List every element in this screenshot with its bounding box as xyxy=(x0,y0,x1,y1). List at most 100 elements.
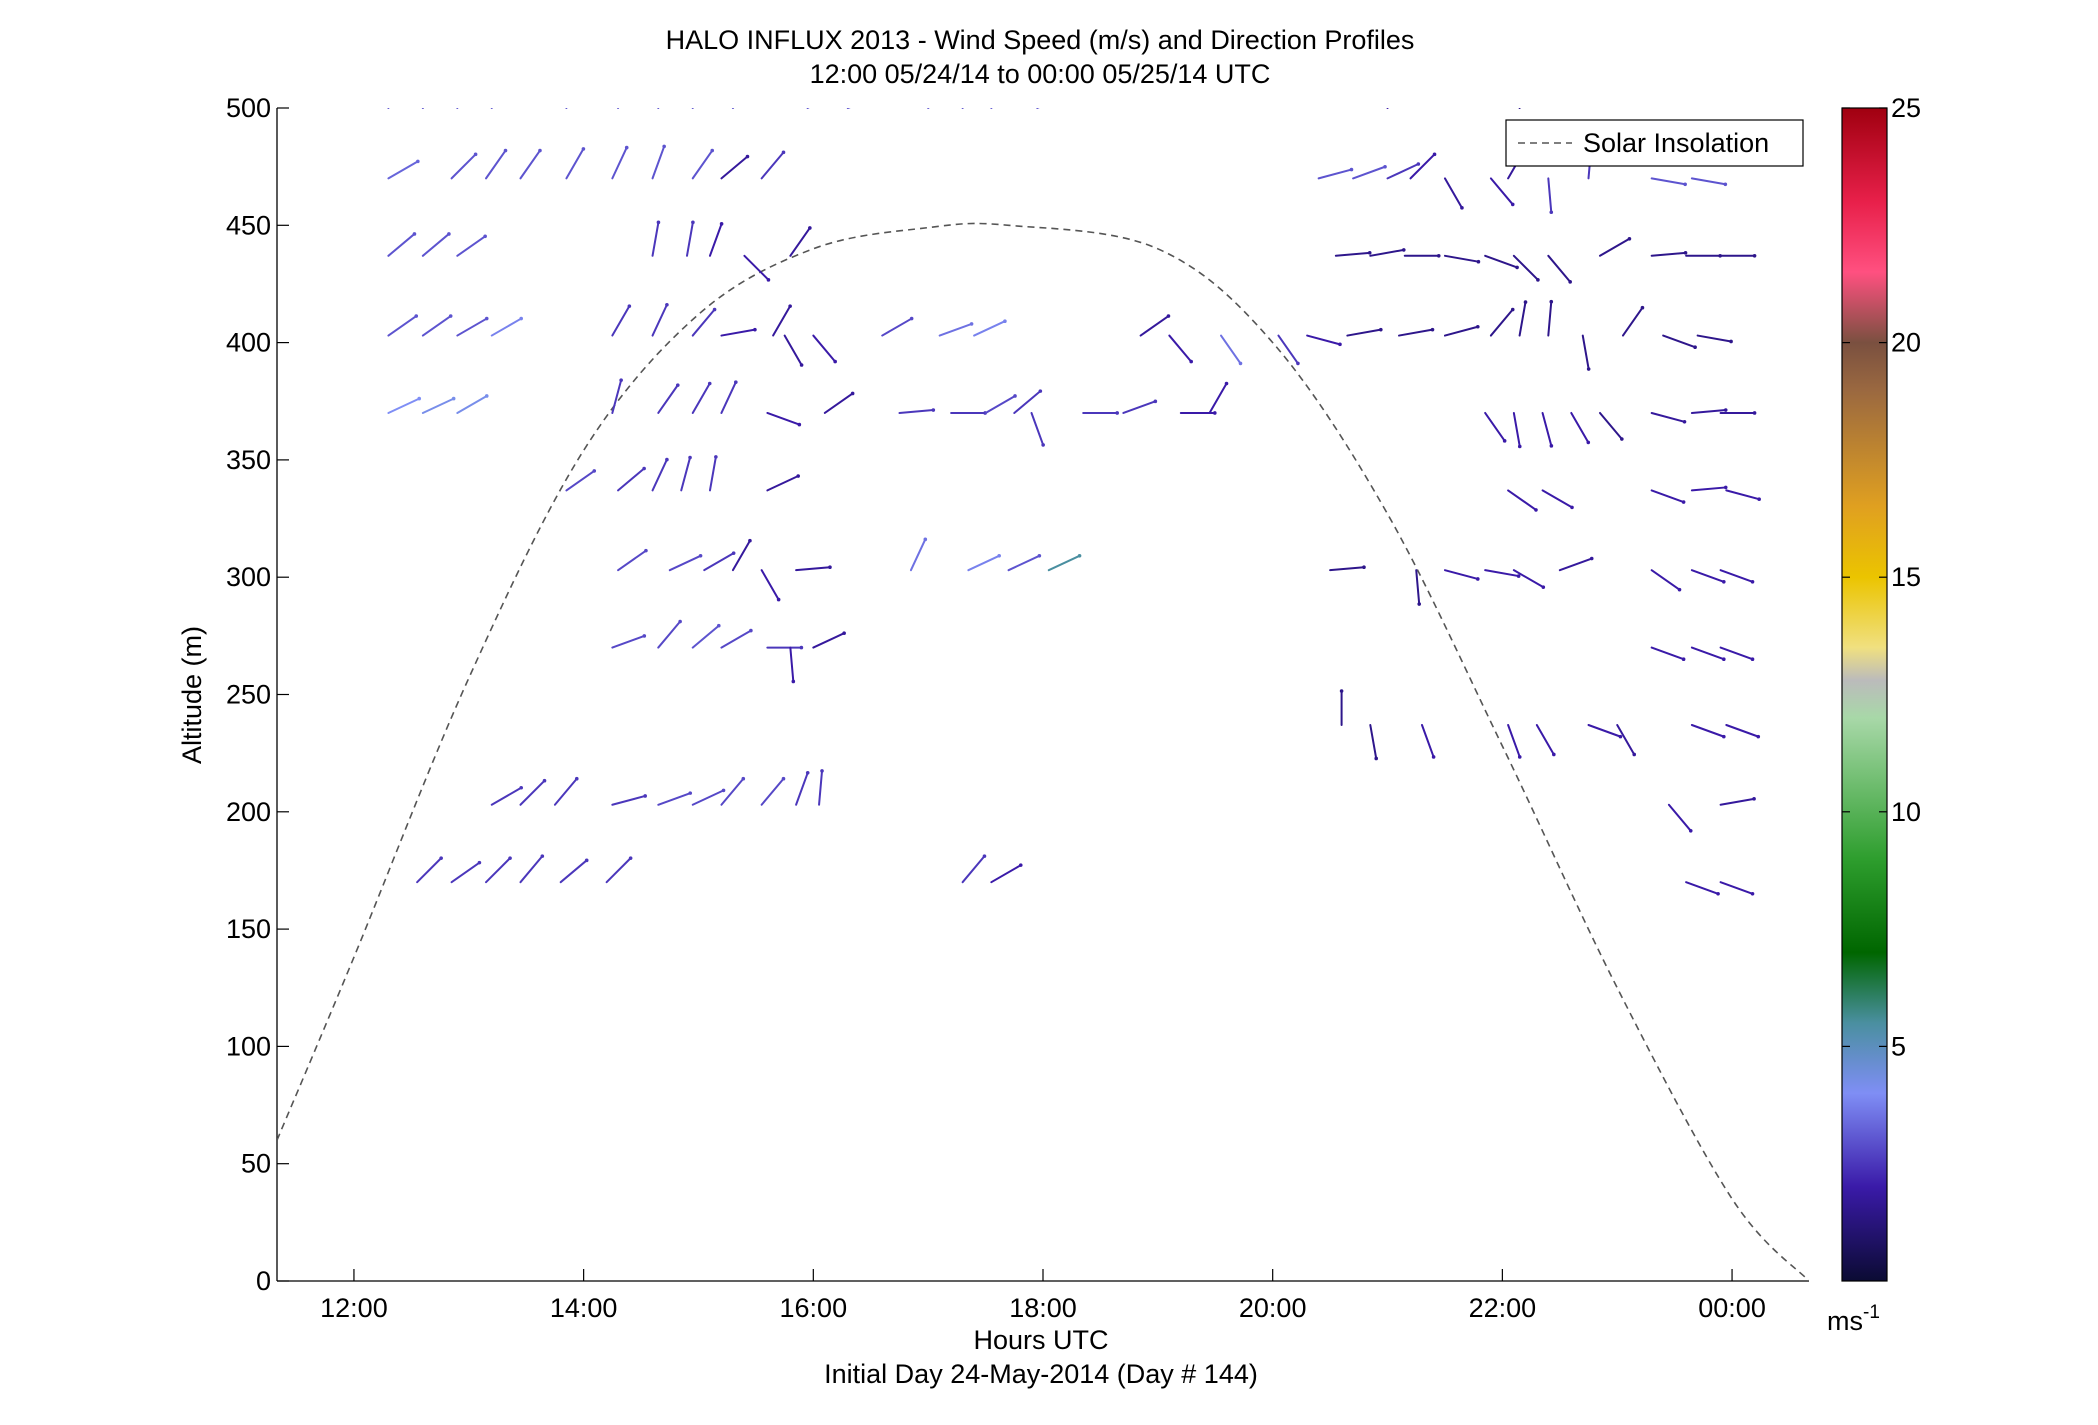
wind-vector-head xyxy=(1523,300,1528,304)
wind-vector-head xyxy=(707,381,712,386)
wind-vector-shaft xyxy=(708,455,717,492)
wind-vector xyxy=(387,108,390,109)
x-tick-label: 16:00 xyxy=(780,1293,848,1323)
wind-vector-shaft xyxy=(1616,723,1636,756)
wind-vector xyxy=(611,378,623,414)
wind-vector-shaft xyxy=(1443,254,1480,263)
wind-vector-head xyxy=(712,307,717,312)
wind-vector-shaft xyxy=(720,381,737,414)
wind-vector-shaft xyxy=(806,108,810,109)
wind-vector-shaft xyxy=(387,108,390,109)
wind-vector-head xyxy=(1683,182,1687,187)
wind-vector-head xyxy=(619,378,623,382)
wind-vector-head xyxy=(1586,367,1591,371)
wind-vector xyxy=(1719,646,1755,662)
wind-vector xyxy=(961,854,987,884)
wind-vector-head xyxy=(1436,253,1441,258)
wind-vector xyxy=(766,411,802,427)
wind-vector-shaft xyxy=(387,397,421,414)
wind-vector-shaft xyxy=(421,232,450,257)
wind-vector-shaft xyxy=(559,859,588,884)
wind-vector xyxy=(1690,408,1728,414)
wind-vector-head xyxy=(581,147,586,151)
wind-vector xyxy=(617,75,635,109)
wind-vector-head xyxy=(1238,361,1243,366)
wind-vector-shaft xyxy=(1512,254,1539,281)
wind-vector-shaft xyxy=(766,411,801,426)
colorbar-gradient xyxy=(1841,107,1888,1282)
wind-vector xyxy=(565,108,568,109)
wind-vector xyxy=(1013,389,1043,414)
wind-vector xyxy=(485,856,512,884)
wind-vector xyxy=(1719,797,1756,806)
wind-vector xyxy=(823,391,855,414)
wind-vector-head xyxy=(734,380,738,384)
wind-vector-shaft xyxy=(1484,254,1519,269)
wind-vector-head xyxy=(1681,500,1686,504)
colorbar-unit: ms xyxy=(1827,1306,1863,1336)
wind-vector-head xyxy=(982,854,987,858)
wind-vector-head xyxy=(441,78,445,82)
wind-vector xyxy=(1690,646,1726,662)
wind-vector-head xyxy=(1750,579,1755,584)
wind-vector xyxy=(421,78,445,109)
wind-vector-head xyxy=(675,383,680,387)
wind-vector xyxy=(387,396,422,414)
wind-vector-shaft xyxy=(657,108,660,109)
wind-vector-head xyxy=(631,75,635,79)
wind-vector-shaft xyxy=(783,334,803,367)
wind-vector xyxy=(1719,881,1755,896)
wind-vector-head xyxy=(416,159,420,164)
wind-vector-shaft xyxy=(1047,554,1081,572)
wind-vector-shaft xyxy=(387,160,419,180)
wind-vector-head xyxy=(1115,411,1119,415)
wind-vector-head xyxy=(766,278,771,282)
wind-vector-head xyxy=(1756,734,1761,739)
wind-vector xyxy=(565,147,586,180)
wind-vector-head xyxy=(788,304,792,308)
wind-vector xyxy=(766,645,804,650)
wind-vector xyxy=(1352,164,1387,180)
wind-vector-shaft xyxy=(720,777,745,806)
wind-vector-head xyxy=(808,226,812,230)
wind-vector-shaft xyxy=(1541,489,1574,509)
wind-vector-head xyxy=(538,148,542,153)
wind-vector-head xyxy=(1018,863,1023,867)
wind-vector xyxy=(731,538,752,572)
wind-vector-head xyxy=(1688,829,1693,833)
wind-vector xyxy=(553,776,579,806)
wind-vector-shaft xyxy=(1122,400,1157,414)
wind-vector-head xyxy=(714,455,718,459)
wind-vector-shaft xyxy=(731,539,751,572)
wind-vector-shaft xyxy=(485,857,512,884)
wind-vector-head xyxy=(1383,164,1387,169)
wind-vector-head xyxy=(833,359,837,364)
wind-vector-shaft xyxy=(789,646,795,683)
wind-vector-shaft xyxy=(1443,177,1463,209)
wind-vector xyxy=(1507,723,1522,759)
wind-vector xyxy=(651,144,666,180)
wind-vector xyxy=(818,769,824,806)
wind-vector xyxy=(898,408,936,414)
wind-vector-shaft xyxy=(657,384,679,414)
wind-vector xyxy=(1122,399,1158,414)
wind-vector xyxy=(1277,334,1300,366)
wind-vector-shaft xyxy=(456,108,459,109)
wind-vector-shaft xyxy=(1719,881,1754,895)
wind-vector xyxy=(1208,381,1229,414)
wind-vector-head xyxy=(1549,299,1554,304)
wind-vector-head xyxy=(1586,440,1591,445)
wind-vector-head xyxy=(1693,345,1697,349)
wind-vector-shaft xyxy=(1685,881,1720,895)
wind-vector-shaft xyxy=(657,792,692,806)
wind-vector xyxy=(731,108,735,109)
wind-vector-shaft xyxy=(485,149,507,180)
wind-vector xyxy=(490,785,524,806)
wind-vector-shaft xyxy=(967,554,1001,572)
wind-vector-head xyxy=(1401,248,1406,252)
wind-vector xyxy=(657,791,693,806)
wind-vector-shaft xyxy=(909,538,927,572)
wind-vector xyxy=(789,646,796,684)
wind-vector-shaft xyxy=(898,409,935,414)
